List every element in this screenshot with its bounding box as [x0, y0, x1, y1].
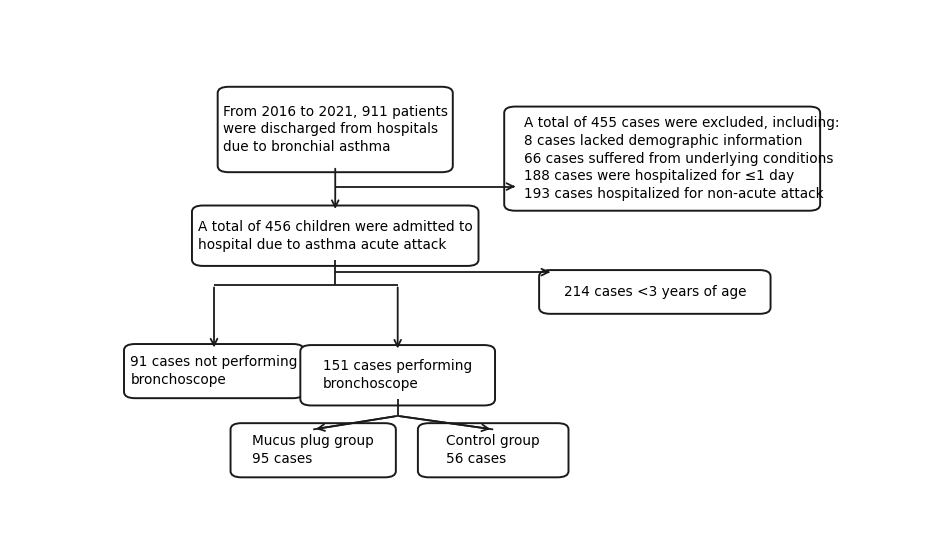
- Text: Control group
56 cases: Control group 56 cases: [447, 434, 540, 466]
- FancyBboxPatch shape: [418, 423, 569, 477]
- FancyBboxPatch shape: [301, 345, 495, 405]
- FancyBboxPatch shape: [504, 107, 820, 210]
- Text: 151 cases performing
bronchoscope: 151 cases performing bronchoscope: [323, 359, 472, 391]
- Text: Mucus plug group
95 cases: Mucus plug group 95 cases: [252, 434, 374, 466]
- Text: 214 cases <3 years of age: 214 cases <3 years of age: [563, 285, 746, 299]
- FancyBboxPatch shape: [539, 270, 771, 314]
- FancyBboxPatch shape: [218, 87, 453, 172]
- FancyBboxPatch shape: [230, 423, 396, 477]
- Text: 91 cases not performing
bronchoscope: 91 cases not performing bronchoscope: [130, 355, 298, 387]
- Text: A total of 456 children were admitted to
hospital due to asthma acute attack: A total of 456 children were admitted to…: [198, 220, 473, 252]
- Text: A total of 455 cases were excluded, including:
8 cases lacked demographic inform: A total of 455 cases were excluded, incl…: [524, 116, 840, 201]
- FancyBboxPatch shape: [124, 344, 304, 398]
- Text: From 2016 to 2021, 911 patients
were discharged from hospitals
due to bronchial : From 2016 to 2021, 911 patients were dis…: [223, 104, 447, 154]
- FancyBboxPatch shape: [191, 206, 479, 266]
